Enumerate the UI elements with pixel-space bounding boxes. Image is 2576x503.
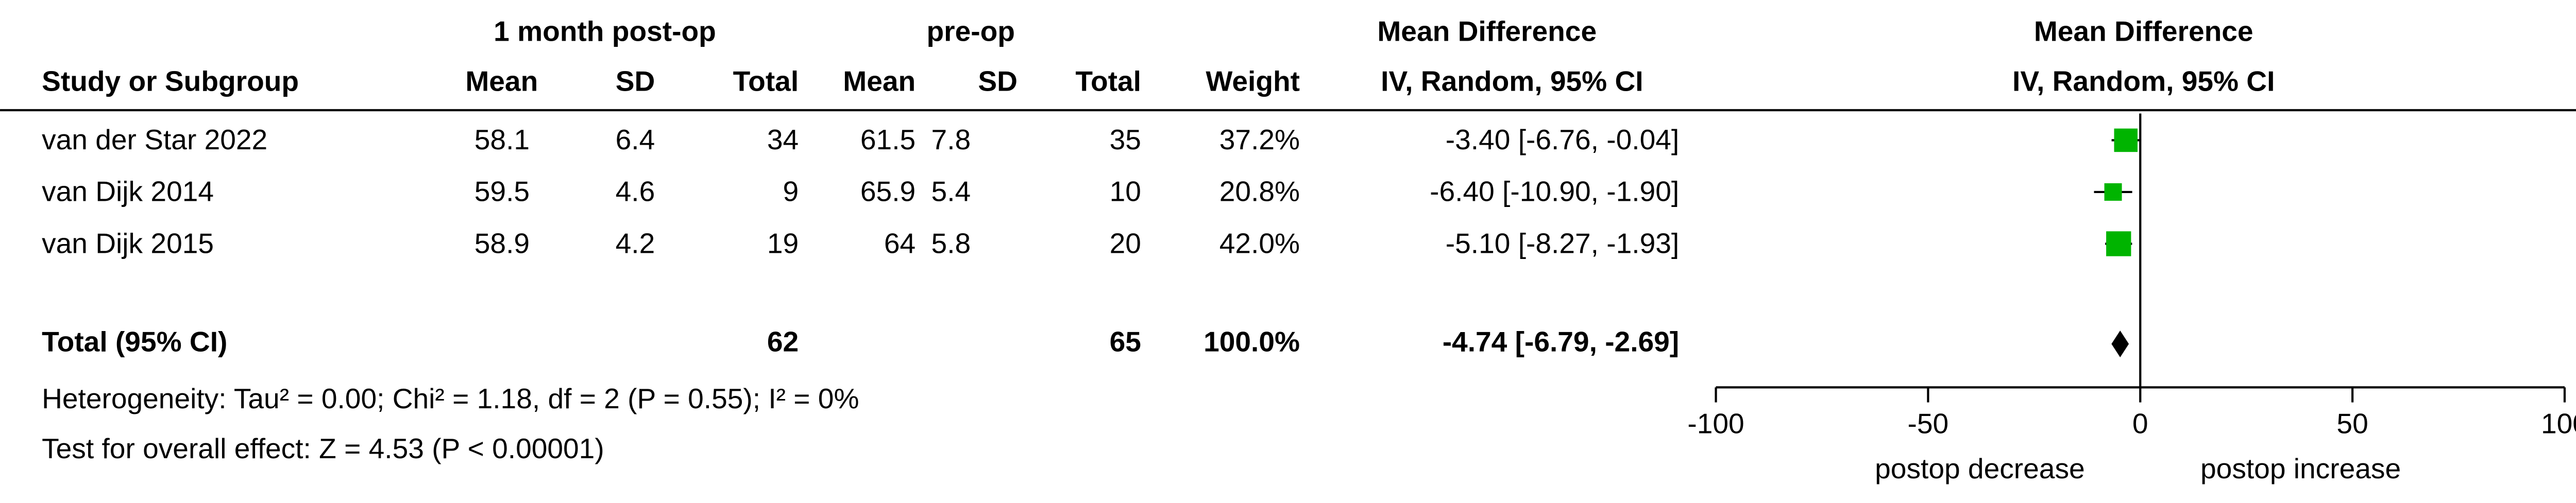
x-tick-label: 50 [2336,408,2368,440]
cell: 58.9 [474,227,530,259]
column-header: Mean [465,65,538,97]
cell: 65 [1110,326,1141,358]
cell: 9 [783,176,799,207]
group-header: 1 month post-op [494,15,716,47]
study-square [2106,231,2131,256]
cell: 58.1 [474,124,530,155]
total-label: Total (95% CI) [42,326,227,358]
study-square [2114,128,2138,152]
total-diamond [2111,331,2129,357]
study-name: van Dijk 2014 [42,176,214,207]
weight: 42.0% [1219,227,1300,259]
cell: 65.9 [860,176,916,207]
cell: 62 [767,326,799,358]
right-label: postop increase [2200,453,2401,484]
x-tick-label: -100 [1687,408,1744,440]
heterogeneity: Heterogeneity: Tau² = 0.00; Chi² = 1.18,… [42,383,859,414]
cell: 64 [884,227,916,259]
ci: -6.40 [-10.90, -1.90] [1430,176,1679,207]
cell: 4.6 [616,176,655,207]
left-label: postop decrease [1875,453,2084,484]
ci: -5.10 [-8.27, -1.93] [1446,227,1679,259]
column-header: Mean [843,65,916,97]
cell: 5.4 [931,176,971,207]
cell: 35 [1110,124,1141,155]
cell: 20 [1110,227,1141,259]
cell: 34 [767,124,799,155]
weight: 100.0% [1204,326,1300,358]
method-header: IV, Random, 95% CI [1381,65,1643,97]
overall-effect: Test for overall effect: Z = 4.53 (P < 0… [42,432,604,464]
ci: -4.74 [-6.79, -2.69] [1443,326,1679,358]
group-header: pre-op [926,15,1014,47]
weight: 20.8% [1219,176,1300,207]
study-name: van Dijk 2015 [42,227,214,259]
weight: 37.2% [1219,124,1300,155]
column-header: SD [616,65,655,97]
column-header: Total [1075,65,1141,97]
column-header: Weight [1206,65,1300,97]
cell: 7.8 [931,124,971,155]
x-tick-label: 0 [2132,408,2148,440]
x-tick-label: -50 [1908,408,1949,440]
cell: 4.2 [616,227,655,259]
cell: 5.8 [931,227,971,259]
plot-title: Mean Difference [2034,15,2253,47]
cell: 19 [767,227,799,259]
study-square [2104,183,2122,201]
cell: 59.5 [474,176,530,207]
column-header: SD [978,65,1018,97]
cell: 61.5 [860,124,916,155]
effect-header: Mean Difference [1377,15,1597,47]
ci: -3.40 [-6.76, -0.04] [1446,124,1679,155]
study-name: van der Star 2022 [42,124,267,155]
column-header: Study or Subgroup [42,65,299,97]
cell: 6.4 [616,124,655,155]
column-header: Total [733,65,799,97]
plot-method: IV, Random, 95% CI [2012,65,2275,97]
x-tick-label: 100 [2541,408,2576,440]
cell: 10 [1110,176,1141,207]
